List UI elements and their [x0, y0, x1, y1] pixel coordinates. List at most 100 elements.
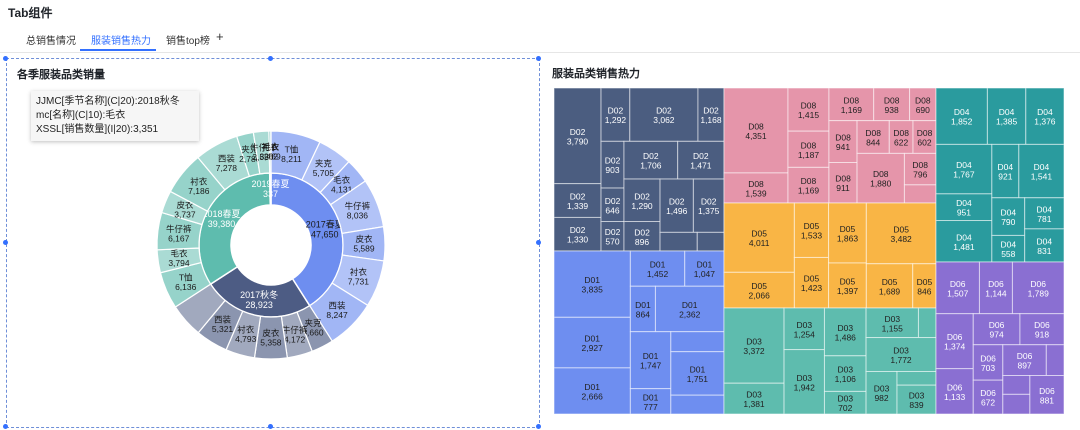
- treemap-cell-value: 1,481: [953, 242, 975, 252]
- treemap-cell[interactable]: [670, 351, 725, 396]
- treemap-cell[interactable]: [1029, 375, 1064, 414]
- treemap-cell[interactable]: [1002, 393, 1031, 414]
- treemap-cell-value: 3,372: [743, 346, 765, 356]
- resize-handle[interactable]: [536, 424, 541, 429]
- treemap-cell[interactable]: [856, 152, 905, 204]
- treemap-cell-name: D04: [1037, 236, 1053, 246]
- treemap-cell-name: D06: [947, 332, 963, 342]
- treemap-cell-name: D08: [865, 128, 881, 138]
- resize-handle[interactable]: [268, 424, 273, 429]
- treemap-cell[interactable]: [896, 370, 937, 386]
- treemap-cell[interactable]: [670, 394, 725, 414]
- treemap-cell[interactable]: [623, 140, 679, 180]
- treemap-cell[interactable]: [935, 143, 993, 195]
- treemap-cell[interactable]: [723, 88, 789, 174]
- treemap-cell[interactable]: [917, 307, 937, 339]
- treemap-cell[interactable]: [696, 231, 725, 252]
- resize-handle[interactable]: [3, 424, 8, 429]
- treemap-cell-value: 864: [636, 309, 650, 319]
- treemap-cell[interactable]: [1024, 197, 1064, 230]
- treemap-cell[interactable]: [787, 88, 830, 132]
- treemap-cell[interactable]: [670, 331, 725, 353]
- tab-clothing-heat[interactable]: 服装销售热力: [91, 36, 151, 47]
- treemap-cell-name: D08: [912, 160, 928, 170]
- treemap-cell[interactable]: [1024, 228, 1064, 263]
- treemap-cell[interactable]: [723, 307, 785, 384]
- treemap-cell-name: D08: [917, 128, 933, 138]
- treemap-cell-name: D02: [570, 127, 586, 137]
- treemap-cell[interactable]: [793, 202, 830, 258]
- treemap-cell[interactable]: [903, 184, 937, 204]
- treemap-cell[interactable]: [659, 231, 698, 252]
- treemap-cell[interactable]: [677, 140, 725, 180]
- treemap-cell[interactable]: [723, 202, 795, 273]
- resize-handle[interactable]: [3, 56, 8, 61]
- treemap-cell[interactable]: [1045, 344, 1064, 377]
- treemap-cell-value: 1,486: [835, 332, 857, 342]
- treemap-cell-name: D05: [804, 221, 820, 231]
- treemap-cell-value: 1,747: [640, 361, 662, 371]
- tab-total-sales[interactable]: 总销售情况: [26, 36, 76, 47]
- treemap-cell-name: D02: [605, 227, 621, 237]
- treemap-cell-value: 831: [1037, 246, 1051, 256]
- treemap-cell-value: 1,789: [1028, 288, 1050, 298]
- treemap-cell-value: 921: [998, 172, 1012, 182]
- treemap-cell-name: D01: [635, 300, 651, 310]
- treemap-cell[interactable]: [787, 130, 830, 168]
- treemap-cell[interactable]: [865, 370, 898, 414]
- add-tab-icon[interactable]: +: [216, 29, 224, 44]
- treemap-cell[interactable]: [684, 250, 725, 287]
- treemap-cell[interactable]: [823, 307, 867, 357]
- sunburst-label: 2017春夏: [306, 218, 344, 229]
- treemap-cell[interactable]: [1025, 88, 1064, 145]
- treemap-cell[interactable]: [896, 384, 937, 414]
- treemap-cell[interactable]: [1002, 375, 1031, 395]
- treemap-cell-name: D08: [801, 140, 817, 150]
- treemap-cell[interactable]: [554, 316, 631, 369]
- treemap-cell[interactable]: [935, 220, 993, 263]
- treemap-cell[interactable]: [828, 202, 867, 264]
- treemap-cell[interactable]: [697, 88, 725, 142]
- treemap-cell[interactable]: [865, 263, 914, 309]
- treemap-cell[interactable]: [935, 88, 988, 145]
- treemap-cell[interactable]: [787, 166, 830, 204]
- treemap-cell[interactable]: [629, 388, 672, 414]
- tab-sales-top[interactable]: 销售top榜: [166, 36, 210, 47]
- resize-handle[interactable]: [3, 240, 8, 245]
- treemap-cell-name: D08: [873, 169, 889, 179]
- treemap-cell-value: 3,790: [567, 136, 589, 146]
- treemap-cell[interactable]: [1018, 143, 1064, 199]
- treemap-chart[interactable]: D023,790D021,339D021,330D021,292D023,062…: [554, 88, 1064, 414]
- treemap-cell-name: D01: [584, 382, 600, 392]
- resize-handle[interactable]: [268, 56, 273, 61]
- treemap-cell[interactable]: [623, 178, 661, 223]
- treemap-cell[interactable]: [629, 88, 699, 142]
- resize-handle[interactable]: [536, 240, 541, 245]
- left-chart-panel[interactable]: 各季服装品类销量 2017春夏 47,650 2017秋冬 28,923 2018春夏 3…: [6, 58, 540, 428]
- treemap-cell[interactable]: [865, 337, 937, 372]
- treemap-cell[interactable]: [972, 344, 1004, 381]
- treemap-cell-value: 941: [836, 142, 850, 152]
- treemap-cell-value: 702: [838, 403, 852, 413]
- treemap-cell[interactable]: [1011, 261, 1064, 315]
- treemap-cell[interactable]: [828, 120, 858, 163]
- treemap-cell-value: 896: [635, 237, 649, 247]
- treemap-cell[interactable]: [972, 379, 1004, 414]
- treemap-cell[interactable]: [783, 349, 825, 414]
- treemap-cell[interactable]: [873, 88, 911, 122]
- sunburst-label: 牛仔裤: [282, 325, 308, 335]
- resize-handle[interactable]: [536, 56, 541, 61]
- treemap-cell[interactable]: [692, 178, 725, 233]
- treemap-cell[interactable]: [935, 193, 993, 222]
- sunburst-label: 47,650: [311, 229, 339, 239]
- treemap-cell[interactable]: [793, 256, 830, 309]
- treemap-cell[interactable]: [903, 152, 937, 186]
- treemap-cell[interactable]: [629, 331, 672, 390]
- treemap-cell-name: D05: [893, 224, 909, 234]
- treemap-cell[interactable]: [723, 172, 789, 204]
- treemap-cell[interactable]: [935, 368, 974, 414]
- treemap-cell[interactable]: [554, 183, 602, 218]
- treemap-cell[interactable]: [783, 307, 825, 351]
- treemap-cell[interactable]: [554, 367, 631, 414]
